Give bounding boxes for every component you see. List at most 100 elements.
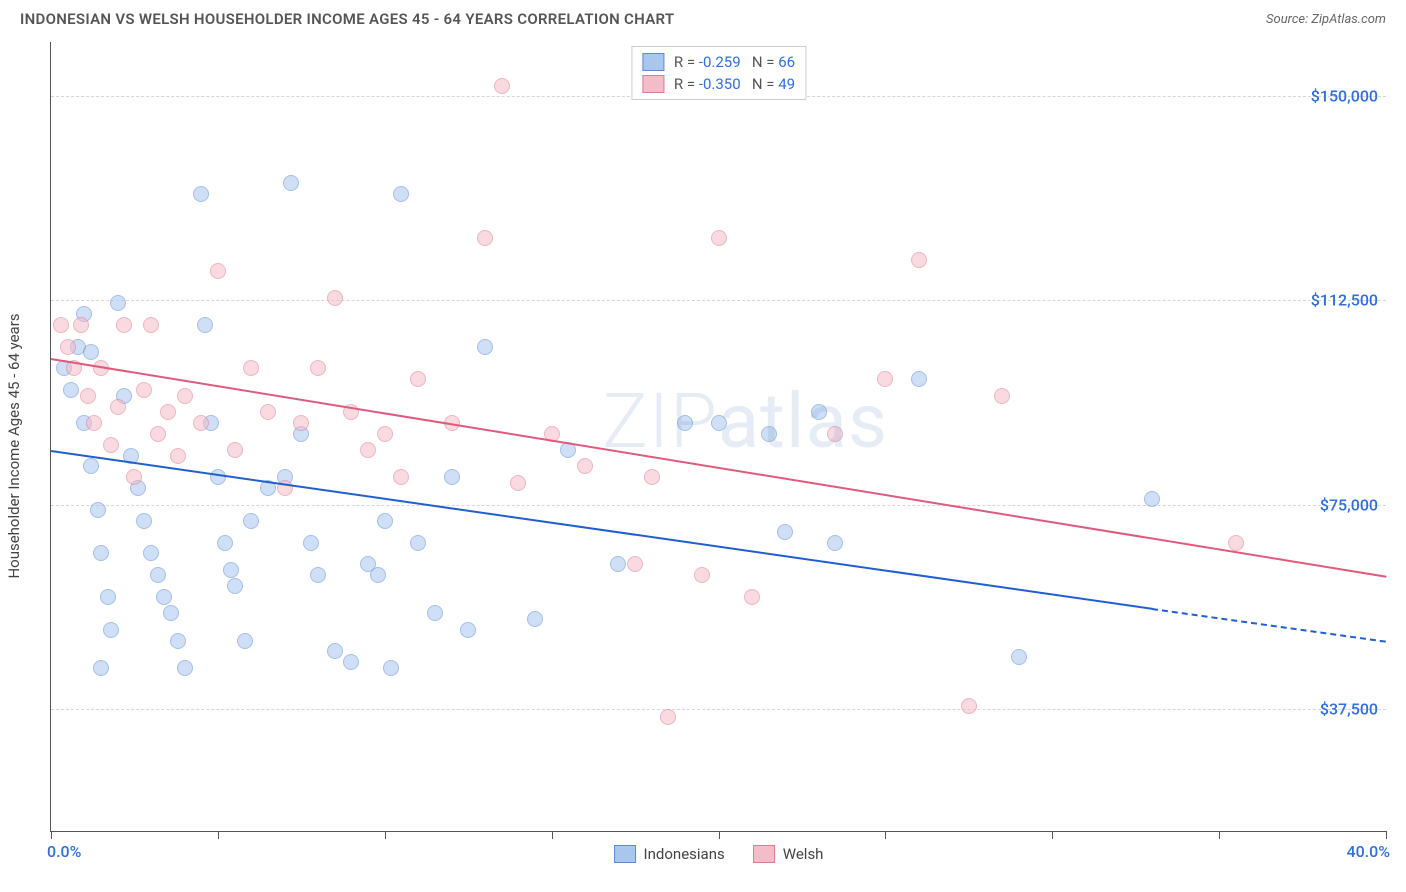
scatter-point xyxy=(243,360,259,376)
scatter-point xyxy=(150,567,166,583)
scatter-point xyxy=(83,458,99,474)
source-label: Source: ZipAtlas.com xyxy=(1266,12,1386,27)
scatter-point xyxy=(93,660,109,676)
scatter-point xyxy=(210,469,226,485)
scatter-point xyxy=(994,388,1010,404)
scatter-point xyxy=(827,426,843,442)
scatter-point xyxy=(193,186,209,202)
y-tick-label: $37,500 xyxy=(1320,699,1378,718)
stats-legend-row: R = -0.259 N = 66 xyxy=(642,51,795,73)
scatter-point xyxy=(360,442,376,458)
scatter-point xyxy=(150,426,166,442)
scatter-point xyxy=(217,535,233,551)
scatter-point xyxy=(527,611,543,627)
scatter-point xyxy=(477,230,493,246)
scatter-point xyxy=(86,415,102,431)
trend-line xyxy=(1152,608,1386,643)
scatter-point xyxy=(156,589,172,605)
scatter-point xyxy=(694,567,710,583)
stats-text: R = -0.259 N = 66 xyxy=(674,53,795,71)
x-tick xyxy=(1386,831,1387,839)
scatter-point xyxy=(60,339,76,355)
scatter-point xyxy=(177,660,193,676)
scatter-point xyxy=(761,426,777,442)
scatter-point xyxy=(410,371,426,387)
scatter-point xyxy=(116,317,132,333)
scatter-point xyxy=(160,404,176,420)
scatter-point xyxy=(143,545,159,561)
scatter-point xyxy=(126,469,142,485)
scatter-point xyxy=(777,524,793,540)
trend-line xyxy=(51,450,1153,610)
scatter-point xyxy=(170,448,186,464)
scatter-point xyxy=(627,556,643,572)
scatter-point xyxy=(310,567,326,583)
legend-swatch xyxy=(614,845,636,863)
y-tick-label: $75,000 xyxy=(1320,495,1378,514)
scatter-point xyxy=(377,426,393,442)
scatter-point xyxy=(227,578,243,594)
scatter-point xyxy=(193,415,209,431)
scatter-point xyxy=(877,371,893,387)
scatter-point xyxy=(197,317,213,333)
x-tick xyxy=(552,831,553,839)
x-tick xyxy=(885,831,886,839)
scatter-point xyxy=(444,469,460,485)
y-axis-label: Householder Income Ages 45 - 64 years xyxy=(5,313,23,578)
scatter-point xyxy=(460,622,476,638)
legend-swatch xyxy=(753,845,775,863)
chart-title: INDONESIAN VS WELSH HOUSEHOLDER INCOME A… xyxy=(20,10,674,28)
gridline xyxy=(51,300,1386,301)
scatter-point xyxy=(811,404,827,420)
scatter-point xyxy=(393,186,409,202)
gridline xyxy=(51,505,1386,506)
series-name: Welsh xyxy=(783,845,824,863)
series-name: Indonesians xyxy=(644,845,725,863)
legend-swatch xyxy=(642,53,664,71)
scatter-point xyxy=(93,545,109,561)
scatter-point xyxy=(711,415,727,431)
scatter-point xyxy=(136,382,152,398)
scatter-point xyxy=(110,399,126,415)
scatter-point xyxy=(177,388,193,404)
scatter-point xyxy=(410,535,426,551)
scatter-point xyxy=(383,660,399,676)
scatter-point xyxy=(80,388,96,404)
scatter-point xyxy=(170,633,186,649)
scatter-point xyxy=(143,317,159,333)
scatter-point xyxy=(103,437,119,453)
x-tick xyxy=(719,831,720,839)
scatter-point xyxy=(243,513,259,529)
scatter-point xyxy=(227,442,243,458)
scatter-point xyxy=(310,360,326,376)
scatter-point xyxy=(163,605,179,621)
scatter-point xyxy=(577,458,593,474)
scatter-point xyxy=(1144,491,1160,507)
scatter-point xyxy=(477,339,493,355)
scatter-point xyxy=(660,709,676,725)
scatter-point xyxy=(100,589,116,605)
stats-text: R = -0.350 N = 49 xyxy=(674,75,795,93)
x-tick xyxy=(1052,831,1053,839)
scatter-point xyxy=(73,317,89,333)
chart-area: $37,500$75,000$112,500$150,000 R = -0.25… xyxy=(50,42,1386,832)
scatter-point xyxy=(510,475,526,491)
scatter-point xyxy=(377,513,393,529)
scatter-point xyxy=(260,404,276,420)
scatter-point xyxy=(223,562,239,578)
series-legend: Indonesians Welsh xyxy=(614,845,824,863)
x-tick xyxy=(51,831,52,839)
scatter-point xyxy=(644,469,660,485)
y-tick-label: $112,500 xyxy=(1311,291,1378,310)
scatter-point xyxy=(110,295,126,311)
scatter-point xyxy=(1011,649,1027,665)
scatter-point xyxy=(911,252,927,268)
scatter-point xyxy=(1228,535,1244,551)
legend-swatch xyxy=(642,75,664,93)
scatter-point xyxy=(343,654,359,670)
scatter-point xyxy=(370,567,386,583)
gridline xyxy=(51,709,1386,710)
scatter-point xyxy=(677,415,693,431)
x-tick xyxy=(1219,831,1220,839)
x-min-label: 0.0% xyxy=(47,842,81,861)
